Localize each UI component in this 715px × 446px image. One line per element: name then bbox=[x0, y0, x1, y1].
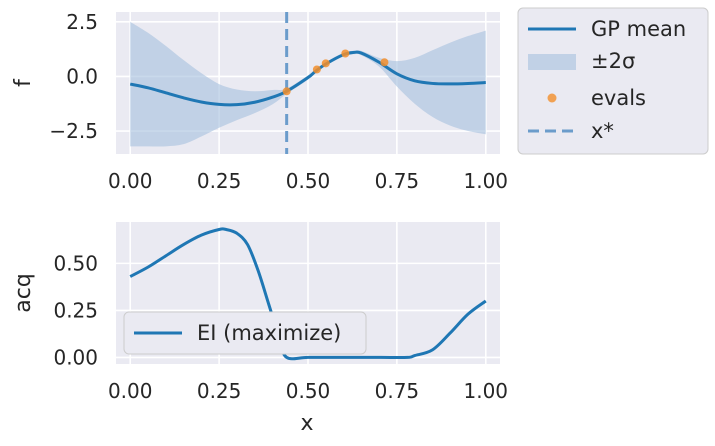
y-tick-label: 0.25 bbox=[53, 298, 98, 322]
y-tick-label: 0.00 bbox=[53, 345, 98, 369]
x-tick-label: 0.75 bbox=[375, 379, 420, 403]
legend-mean-label: GP mean bbox=[591, 17, 686, 41]
top-y-tick-labels: −2.5 0.0 2.5 bbox=[49, 10, 98, 143]
eval-point bbox=[321, 59, 330, 68]
x-tick-label: 0.50 bbox=[286, 169, 331, 193]
bottom-legend: EI (maximize) bbox=[123, 311, 367, 355]
top-x-tick-labels: 0.00 0.25 0.50 0.75 1.00 bbox=[108, 169, 508, 193]
x-tick-label: 0.25 bbox=[197, 379, 242, 403]
eval-point bbox=[341, 49, 350, 58]
bottom-legend-frame bbox=[123, 311, 367, 355]
legend-evals-label: evals bbox=[591, 86, 646, 110]
top-legend: GP mean ±2σ evals x* bbox=[517, 7, 709, 155]
y-tick-label: 2.5 bbox=[66, 10, 98, 34]
bottom-x-axis-label: x bbox=[300, 411, 313, 436]
eval-point bbox=[312, 65, 321, 74]
x-tick-label: 0.25 bbox=[197, 169, 242, 193]
y-tick-label: 0.50 bbox=[53, 251, 98, 275]
legend-ei-label: EI (maximize) bbox=[197, 321, 341, 345]
eval-point bbox=[282, 87, 291, 96]
x-tick-label: 0.75 bbox=[375, 169, 420, 193]
bottom-x-tick-labels: 0.00 0.25 0.50 0.75 1.00 bbox=[108, 379, 508, 403]
x-tick-label: 0.00 bbox=[108, 379, 153, 403]
top-panel: 0.00 0.25 0.50 0.75 1.00 −2.5 0.0 2.5 f bbox=[11, 10, 508, 193]
y-tick-label: −2.5 bbox=[49, 119, 98, 143]
x-tick-label: 1.00 bbox=[464, 169, 509, 193]
top-y-axis-label: f bbox=[11, 78, 36, 87]
x-tick-label: 0.50 bbox=[286, 379, 331, 403]
legend-band-swatch bbox=[528, 54, 576, 70]
y-tick-label: 0.0 bbox=[66, 64, 98, 88]
eval-point bbox=[380, 58, 389, 67]
sigma-band bbox=[130, 21, 486, 147]
legend-band-label: ±2σ bbox=[591, 49, 635, 73]
legend-xstar-label: x* bbox=[591, 119, 614, 143]
x-tick-label: 0.00 bbox=[108, 169, 153, 193]
legend-evals-swatch bbox=[547, 93, 557, 103]
bottom-y-axis-label: acq bbox=[11, 273, 36, 313]
x-tick-label: 1.00 bbox=[464, 379, 509, 403]
bottom-y-tick-labels: 0.00 0.25 0.50 bbox=[53, 251, 98, 369]
evals-points bbox=[282, 49, 389, 96]
legend-frame bbox=[517, 7, 709, 155]
